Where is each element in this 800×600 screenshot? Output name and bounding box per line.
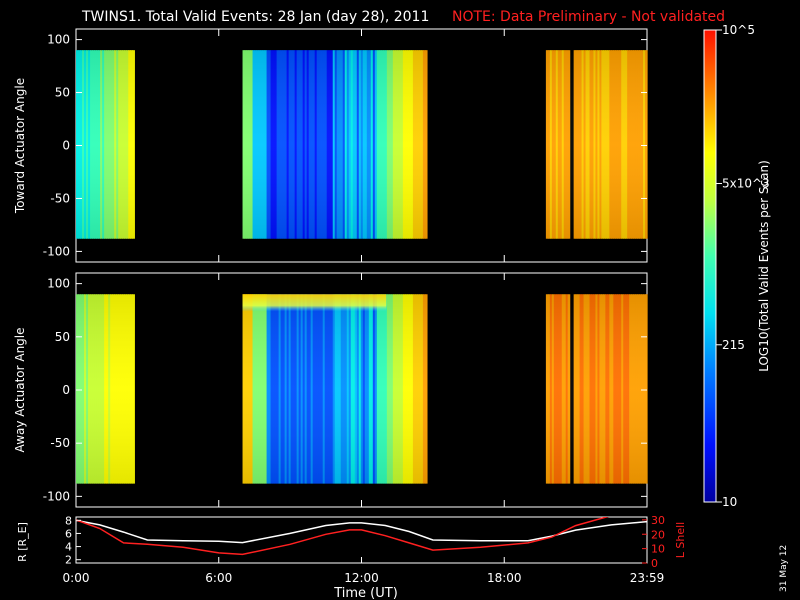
toward-angle-panel: 100 50 0 -50 -100 Toward Actuator Angle	[13, 28, 648, 263]
away-angle-panel: 100 50 0 -50 -100 Away Actuator Angle	[13, 272, 648, 508]
y-tick-label: 0	[62, 383, 70, 397]
orbit-right-tick-label: 10	[651, 543, 665, 556]
angle-shading	[545, 294, 647, 484]
colorbar-tick-label: 5x10^3	[722, 177, 770, 191]
orbit-right-tick-label: 20	[651, 528, 665, 541]
orbit-left-tick-label: 8	[65, 514, 72, 527]
orbit-right-tick-label: 0	[651, 557, 658, 570]
y-tick-label: 100	[47, 33, 70, 47]
y-tick-label: 100	[47, 277, 70, 291]
y-tick-label: 50	[55, 330, 70, 344]
colorbar: 10 215 5x10^3 10^5 LOG10(Total Valid Events…	[703, 23, 771, 509]
colorbar-frame	[703, 29, 717, 503]
print-date: 31 May 12	[779, 545, 789, 592]
y-tick-label: 0	[62, 139, 70, 153]
colorbar-tick-label: 10^5	[722, 23, 755, 37]
colorbar-tick-label: 215	[722, 338, 745, 352]
x-tick-label: 6:00	[205, 571, 232, 585]
y-axis-label: Toward Actuator Angle	[13, 78, 27, 214]
colorbar-gradient	[704, 30, 716, 502]
radius-line	[76, 519, 647, 544]
orbit-right-tick-label: 30	[651, 514, 665, 527]
x-tick-label: 12:00	[344, 571, 379, 585]
preliminary-note: NOTE: Data Preliminary - Not validated	[452, 9, 725, 25]
colorbar-label: LOG10(Total Valid Events per Scan)	[757, 160, 771, 372]
orbit-right-label: L Shell	[674, 522, 687, 558]
orbit-left-tick-label: 6	[65, 527, 72, 540]
orbit-left-tick-label: 2	[65, 554, 72, 567]
y-tick-label: -100	[43, 244, 70, 258]
x-tick-label: 0:00	[63, 571, 90, 585]
x-axis-label: Time (UT)	[333, 586, 398, 600]
y-tick-label: -100	[43, 489, 70, 503]
angle-shading	[545, 50, 647, 239]
angle-glow	[242, 294, 387, 484]
colorbar-tick-label: 10	[722, 495, 737, 509]
angle-shading	[76, 50, 135, 239]
angle-shading	[76, 294, 135, 484]
plot-title: TWINS1. Total Valid Events: 28 Jan (day …	[81, 9, 429, 25]
x-tick-label: 23:59	[630, 571, 665, 585]
orbit-left-label: R [R_E]	[16, 522, 29, 562]
angle-shading	[242, 50, 427, 239]
y-axis-label: Away Actuator Angle	[13, 327, 27, 452]
y-tick-label: 50	[55, 86, 70, 100]
lshell-line	[76, 517, 610, 556]
orbit-left-tick-label: 4	[65, 541, 72, 554]
y-tick-label: -50	[50, 436, 70, 450]
x-tick-label: 18:00	[487, 571, 522, 585]
y-tick-label: -50	[50, 191, 70, 205]
